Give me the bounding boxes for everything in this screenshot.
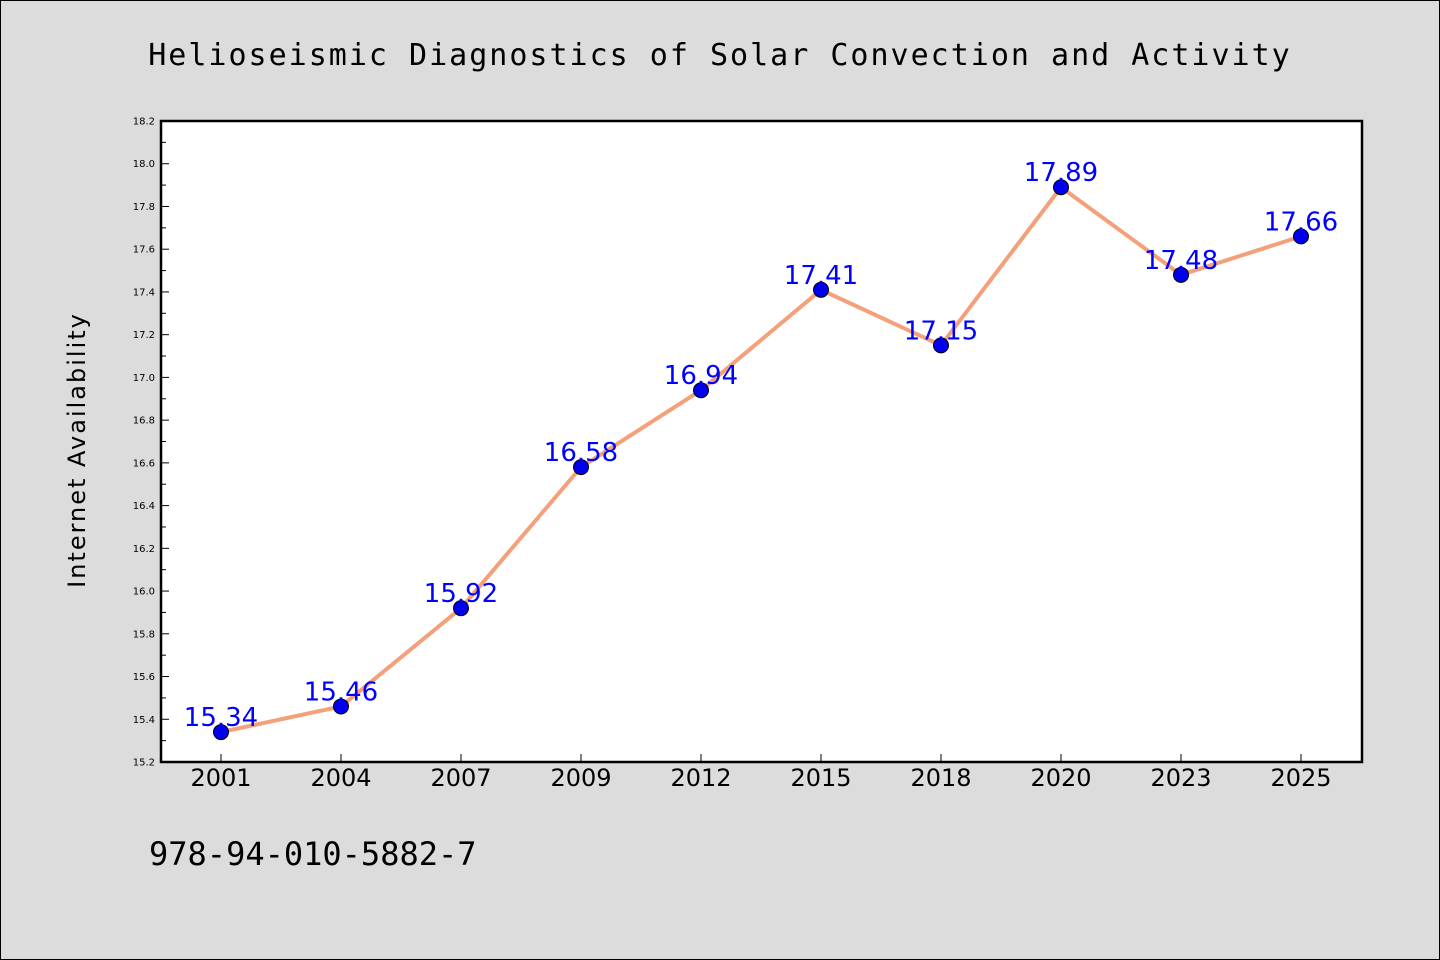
y-tick-label: 17.0 — [133, 373, 155, 384]
y-tick-label: 17.6 — [133, 245, 155, 256]
data-label: 16.94 — [664, 361, 738, 391]
x-tick-label: 2007 — [430, 764, 491, 792]
x-tick-label: 2015 — [790, 764, 851, 792]
data-label: 17.66 — [1264, 207, 1338, 237]
data-point-marker — [933, 337, 949, 354]
footer-isbn-text: 978-94-010-5882-7 — [149, 835, 477, 873]
y-tick-label: 15.6 — [133, 672, 155, 683]
data-label: 17.89 — [1024, 158, 1098, 188]
x-tick-label: 2009 — [550, 764, 611, 792]
x-tick-label: 2023 — [1150, 764, 1211, 792]
y-tick-label: 18.2 — [133, 117, 155, 128]
x-tick-label: 2018 — [910, 764, 971, 792]
y-tick-label: 17.4 — [133, 287, 155, 298]
y-tick-label: 15.4 — [133, 715, 155, 726]
data-point-marker — [333, 698, 349, 715]
plot-area — [159, 119, 1364, 764]
data-label: 15.92 — [424, 579, 498, 609]
chart-title: Helioseismic Diagnostics of Solar Convec… — [148, 38, 1292, 73]
series-line — [219, 185, 1303, 735]
data-point-marker — [213, 724, 229, 741]
data-label: 15.34 — [184, 703, 258, 733]
data-label: 17.15 — [904, 316, 978, 346]
x-tick-label: 2001 — [190, 764, 251, 792]
data-series — [213, 179, 1309, 741]
data-point-marker — [1173, 266, 1189, 283]
y-axis: 15.2 15.4 15.6 15.8 16.0 16.2 16.4 16.6 16.8 17.0… — [133, 117, 169, 769]
x-tick-label: 2012 — [670, 764, 731, 792]
y-tick-label: 16.2 — [133, 544, 155, 555]
x-axis: 2001 2004 2007 2009 2012 2015 2018 2020 2023 2025 — [190, 754, 1332, 792]
y-tick-label: 15.8 — [133, 629, 155, 640]
y-tick-label: 16.6 — [133, 458, 155, 469]
y-tick-label: 15.2 — [133, 758, 155, 769]
y-tick-label: 16.8 — [133, 416, 155, 427]
y-tick-label: 17.8 — [133, 202, 155, 213]
data-label: 17.41 — [784, 261, 858, 291]
data-labels: 15.34 15.46 15.92 16.58 16.94 17.41 17.15 17.89… — [184, 158, 1338, 733]
data-point-marker — [1053, 179, 1069, 196]
y-tick-label: 18.0 — [133, 159, 155, 170]
data-label: 15.46 — [304, 677, 378, 707]
x-tick-label: 2020 — [1030, 764, 1091, 792]
y-tick-label: 16.4 — [133, 501, 155, 512]
y-tick-label: 16.0 — [133, 587, 155, 598]
data-point-marker — [573, 459, 589, 476]
y-tick-label: 17.2 — [133, 330, 155, 341]
data-point-marker — [693, 382, 709, 399]
data-point-marker — [453, 600, 469, 617]
data-point-marker — [813, 281, 829, 298]
y-axis-label: Internet Availability — [63, 312, 91, 588]
x-tick-label: 2025 — [1270, 764, 1331, 792]
data-label: 17.48 — [1144, 246, 1218, 276]
data-label: 16.58 — [544, 438, 618, 468]
x-tick-label: 2004 — [310, 764, 371, 792]
data-point-marker — [1293, 228, 1309, 245]
